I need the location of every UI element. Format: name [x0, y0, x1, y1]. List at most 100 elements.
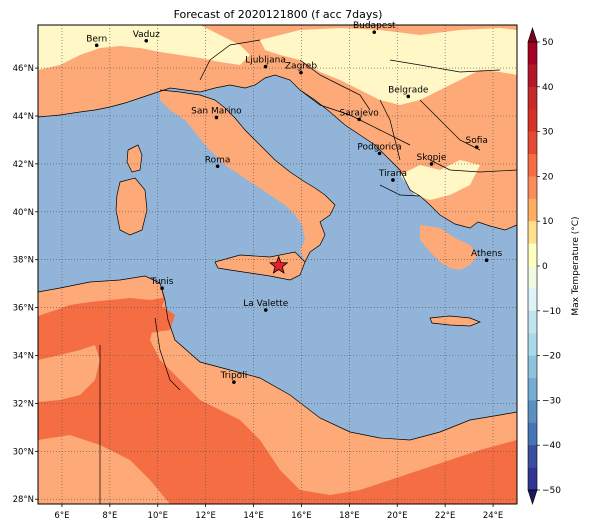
- city-label: Sofia: [466, 136, 488, 146]
- colorbar-band: [528, 400, 537, 424]
- colorbar-band: [528, 355, 537, 379]
- city-dot: [160, 286, 164, 291]
- city-dot: [215, 164, 220, 169]
- city-label: Tunis: [150, 277, 174, 287]
- lat-tick-label: 40°N: [13, 208, 34, 218]
- colorbar-band: [528, 467, 537, 491]
- colorbar-band: [528, 198, 537, 222]
- lon-tick-label: 6°E: [54, 511, 69, 521]
- lat-tick-label: 32°N: [13, 399, 34, 409]
- lon-tick-label: 18°E: [339, 511, 359, 521]
- colorbar-band: [528, 378, 537, 401]
- city-label: La Valette: [243, 299, 288, 309]
- city-label: Bern: [86, 34, 107, 44]
- colorbar-tick-label: 40: [542, 83, 554, 93]
- colorbar-band: [528, 310, 537, 334]
- lat-tick-label: 38°N: [13, 256, 34, 266]
- city-label: San Marino: [191, 106, 242, 116]
- city-dot: [484, 258, 489, 262]
- city-label: Zagreb: [285, 62, 317, 72]
- colorbar-tick-label: −10: [542, 307, 561, 317]
- map-frame: [37, 24, 518, 505]
- lon-tick-label: 12°E: [195, 511, 215, 521]
- lat-tick-label: 44°N: [13, 112, 34, 122]
- city-dot: [214, 115, 219, 120]
- city-label: Tirana: [378, 169, 407, 179]
- lat-tick-label: 36°N: [13, 304, 34, 314]
- city-label: Skopje: [417, 153, 447, 163]
- colorbar-band: [528, 445, 537, 468]
- lon-tick-label: 8°E: [102, 511, 117, 521]
- africa-inland-band-10-20: [38, 345, 100, 402]
- city-label: Podgorica: [357, 142, 401, 152]
- colorbar-band: [528, 42, 537, 65]
- lon-tick-label: 24°E: [483, 511, 503, 521]
- city-dot: [263, 308, 268, 312]
- africa-coast-band-10-20: [150, 300, 517, 495]
- city-label: Budapest: [353, 21, 396, 31]
- colorbar-band: [528, 86, 537, 110]
- balkans-band-0-10: [260, 28, 517, 105]
- colorbar-band: [528, 422, 537, 446]
- colorbar-extend-bottom: [527, 489, 538, 505]
- map-area: [38, 25, 517, 504]
- colorbar-tick-label: −20: [542, 352, 561, 362]
- city-label: Roma: [205, 155, 231, 165]
- city-label: Ljubljana: [245, 56, 286, 66]
- sardinia-island: [116, 178, 147, 235]
- colorbar-tick-label: −30: [542, 396, 561, 406]
- city-dot: [474, 145, 479, 149]
- city-dot: [406, 94, 411, 99]
- colorbar-extend-top: [527, 27, 538, 43]
- colorbar-band: [528, 266, 537, 289]
- city-label: Tripoli: [220, 371, 248, 381]
- lat-tick-label: 34°N: [13, 352, 34, 362]
- city-label: Athens: [471, 249, 502, 259]
- latitude-ticks: 28°N 30°N 32°N 34°N 36°N 38°N 40°N 42°N 44°N 46°N: [13, 64, 38, 505]
- colorbar-tick-label: 10: [542, 217, 554, 227]
- colorbar-band: [528, 243, 537, 267]
- city-dot: [357, 117, 361, 122]
- lon-tick-label: 10°E: [148, 511, 168, 521]
- colorbar-tick-label: 0: [542, 262, 548, 272]
- africa-south-band-10-20: [38, 435, 170, 504]
- colorbar-tick-label: 20: [542, 172, 554, 182]
- colorbar: 50 40 30 20 10 0 −10 −20 −30 −40 −50: [527, 27, 561, 505]
- colorbar-tick-label: −40: [542, 441, 561, 451]
- city-dot: [94, 43, 99, 48]
- lon-tick-label: 20°E: [387, 511, 407, 521]
- greece-band-0-10: [400, 160, 480, 200]
- city-dot: [232, 380, 236, 384]
- city-dot: [391, 178, 395, 182]
- colorbar-tick-label: −50: [542, 486, 561, 496]
- city-label: Vaduz: [133, 30, 160, 40]
- lat-tick-label: 46°N: [13, 64, 34, 74]
- lon-tick-label: 14°E: [243, 511, 263, 521]
- city-dot: [299, 70, 303, 75]
- italy-peninsula: [160, 90, 335, 262]
- colorbar-band: [528, 154, 537, 177]
- peloponnese-landmass: [420, 225, 478, 270]
- africa-band-10-20: [38, 276, 163, 316]
- city-dot: [429, 162, 434, 166]
- city-dot: [263, 64, 268, 69]
- colorbar-tick-label: 50: [542, 38, 554, 48]
- crete-island: [430, 316, 480, 326]
- lon-tick-label: 22°E: [435, 511, 455, 521]
- colorbar-band: [528, 221, 537, 244]
- colorbar-band: [528, 333, 537, 356]
- colorbar-band: [528, 109, 537, 132]
- star-marker-icon: [269, 255, 289, 274]
- lat-tick-label: 42°N: [13, 160, 34, 170]
- map-title: Forecast of 2020121800 (f acc 7days): [174, 8, 383, 21]
- colorbar-label: Max Temperature (°C): [571, 216, 581, 315]
- longitude-ticks: 6°E 8°E 10°E 12°E 14°E 16°E 18°E 20°E 22°E 24°E: [54, 504, 503, 521]
- colorbar-band: [528, 64, 537, 88]
- alps-band-0-10: [38, 25, 250, 70]
- city-dot: [144, 39, 149, 43]
- lon-tick-label: 16°E: [291, 511, 311, 521]
- sicily-island: [215, 252, 305, 280]
- map-grid: [38, 25, 517, 504]
